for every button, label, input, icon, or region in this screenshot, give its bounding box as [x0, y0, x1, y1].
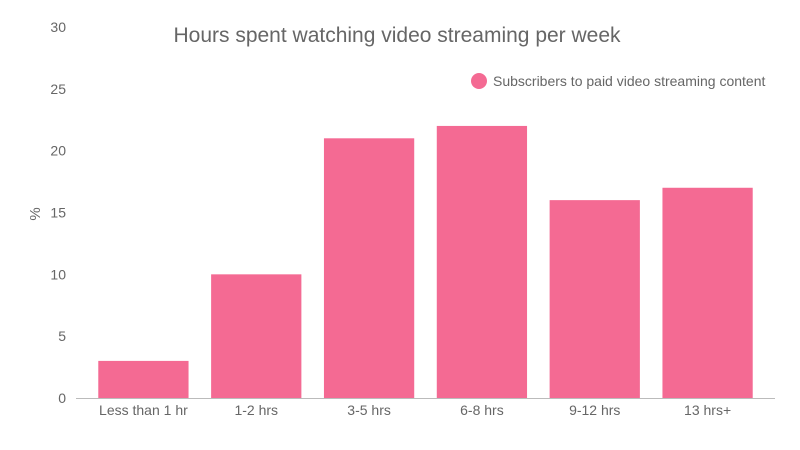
- x-tick-label: 9-12 hrs: [569, 402, 620, 418]
- legend: Subscribers to paid video streaming cont…: [471, 73, 765, 89]
- legend-marker: [471, 73, 487, 89]
- bar: [323, 138, 415, 399]
- legend-label: Subscribers to paid video streaming cont…: [493, 73, 765, 89]
- y-axis-label: %: [27, 207, 44, 220]
- y-tick-label: 15: [50, 205, 66, 221]
- bar: [98, 360, 189, 398]
- bar: [211, 274, 302, 398]
- y-axis: 0 5 10 15 20 25 30: [50, 19, 66, 406]
- bar: [549, 200, 640, 398]
- x-tick-label: 6-8 hrs: [460, 402, 504, 418]
- x-axis: Less than 1 hr 1-2 hrs 3-5 hrs 6-8 hrs 9-12 …: [99, 402, 731, 418]
- y-tick-label: 0: [58, 390, 66, 406]
- chart-title: Hours spent watching video streaming per…: [173, 24, 621, 47]
- bar: [436, 125, 528, 398]
- x-tick-label: 3-5 hrs: [347, 402, 391, 418]
- x-tick-label: Less than 1 hr: [99, 402, 188, 418]
- y-tick-label: 20: [50, 143, 66, 159]
- x-tick-label: 1-2 hrs: [234, 402, 278, 418]
- bars: [98, 125, 753, 399]
- y-tick-label: 30: [50, 19, 66, 35]
- x-tick-label: 13 hrs+: [684, 402, 731, 418]
- y-tick-label: 10: [50, 266, 66, 282]
- y-tick-label: 5: [58, 328, 66, 344]
- bar: [662, 187, 753, 398]
- y-tick-label: 25: [50, 81, 66, 97]
